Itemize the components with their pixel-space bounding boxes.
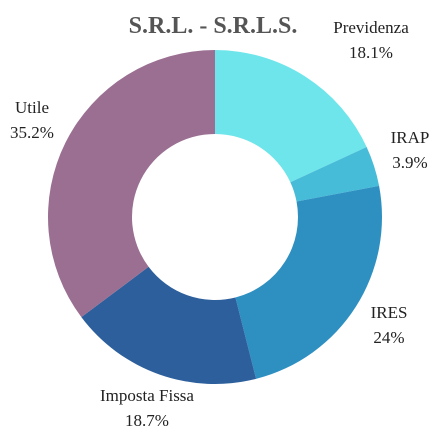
slice-value-label: 24%	[373, 328, 404, 347]
slice-label: IRES	[371, 303, 408, 322]
donut-slice	[215, 50, 367, 183]
slice-value-label: 3.9%	[392, 153, 427, 172]
chart-title: S.R.L. - S.R.L.S.	[129, 13, 298, 39]
slice-value-label: 18.1%	[349, 43, 393, 62]
slice-value-label: 35.2%	[10, 123, 54, 142]
slice-label: Previdenza	[333, 18, 409, 37]
donut-slice	[235, 185, 382, 379]
slice-label: Utile	[15, 98, 49, 117]
donut-slice	[290, 147, 380, 202]
slice-value-label: 18.7%	[125, 411, 169, 430]
slice-label: Imposta Fissa	[100, 386, 194, 405]
donut-slice	[48, 50, 216, 318]
slice-label: IRAP	[391, 128, 430, 147]
donut-slice	[81, 266, 257, 384]
